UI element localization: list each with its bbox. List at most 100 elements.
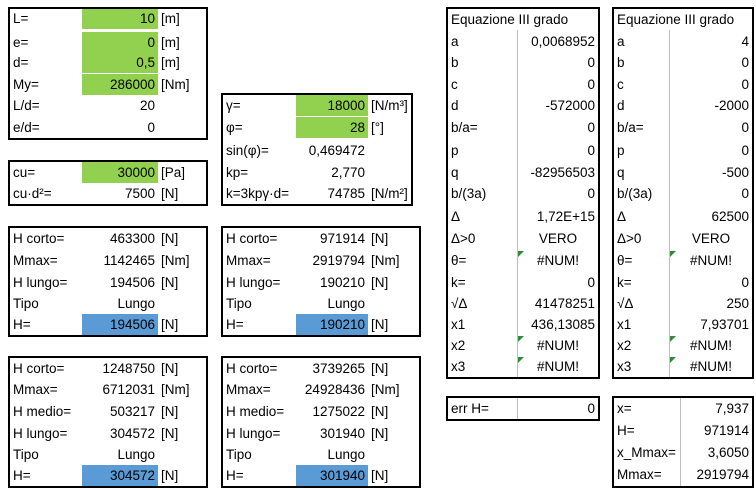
eq1-value-sqrt-delta[interactable]: 41478251 <box>534 296 595 311</box>
cell-label-gamma[interactable]: γ= <box>226 98 241 113</box>
cell-unit-Hmedio[interactable]: [N] <box>371 404 389 419</box>
cell-label-kp[interactable]: kp= <box>226 165 249 180</box>
err-value[interactable]: 0 <box>587 401 595 416</box>
cell-unit-H[interactable]: [N] <box>371 317 389 332</box>
eq1-label-delta[interactable]: Δ <box>451 209 461 224</box>
eq1-label-q[interactable]: q <box>451 165 459 180</box>
eq1-label-theta[interactable]: θ= <box>451 253 467 268</box>
cell-value-Mmax[interactable]: 2919794 <box>312 253 365 268</box>
cell-value-H[interactable]: 194506 <box>82 314 158 335</box>
cell-value-e[interactable]: 0 <box>82 32 158 53</box>
eq2-value-x3[interactable]: #NUM! <box>689 359 732 374</box>
cell-unit-d[interactable]: [m] <box>161 55 180 70</box>
eq2-label-sqrt-delta[interactable]: √Δ <box>617 296 634 311</box>
cell-label-Mmax[interactable]: Mmax= <box>13 253 58 268</box>
cell-label-L[interactable]: L= <box>13 11 29 26</box>
cell-label-Tipo[interactable]: Tipo <box>13 447 39 462</box>
cell-value-My[interactable]: 286000 <box>82 74 158 95</box>
cell-unit-Mmax[interactable]: [Nm] <box>161 253 190 268</box>
cell-unit-Hlungo[interactable]: [N] <box>161 275 179 290</box>
cell-label-Hlungo[interactable]: H lungo= <box>226 275 281 290</box>
cell-label-cud2[interactable]: cu·d²= <box>13 186 52 201</box>
cell-value-Tipo[interactable]: Lungo <box>327 447 365 462</box>
eq2-value-delta-pos[interactable]: VERO <box>691 231 731 246</box>
eq1-value-q[interactable]: -82956503 <box>530 165 595 180</box>
cell-label-d[interactable]: d= <box>13 55 29 70</box>
eq2-label-x3[interactable]: x3 <box>617 359 632 374</box>
cell-value-Hmedio[interactable]: 503217 <box>109 404 155 419</box>
cell-value-Hlungo[interactable]: 301940 <box>319 426 365 441</box>
cell-label-Mmax[interactable]: Mmax= <box>226 382 271 397</box>
cell-value-phi[interactable]: 28 <box>296 117 368 138</box>
cell-unit-Hlungo[interactable]: [N] <box>161 426 179 441</box>
cell-value-sinphi[interactable]: 0,469472 <box>308 143 365 158</box>
eq2-value-sqrt-delta[interactable]: 250 <box>726 296 749 311</box>
eq2-label-b3a[interactable]: b/(3a) <box>617 186 653 201</box>
eq2-label-delta-pos[interactable]: Δ>0 <box>617 231 642 246</box>
cell-value-cud2[interactable]: 7500 <box>124 186 155 201</box>
eq2-label-x1[interactable]: x1 <box>617 317 632 332</box>
eq1-value-x1[interactable]: 436,13085 <box>531 317 595 332</box>
eq1-label-k[interactable]: k= <box>451 275 466 290</box>
eq2-label-delta[interactable]: Δ <box>617 209 627 224</box>
cell-value-Tipo[interactable]: Lungo <box>117 296 155 311</box>
cell-unit-L[interactable]: [m] <box>161 11 180 26</box>
cell-label-Hlungo[interactable]: H lungo= <box>13 275 68 290</box>
eq1-value-p[interactable]: 0 <box>587 143 595 158</box>
eq2-value-ba[interactable]: 0 <box>741 120 749 135</box>
cell-unit-Mmax[interactable]: [Nm] <box>371 382 400 397</box>
eq2-value-d[interactable]: -2000 <box>714 98 749 113</box>
cell-value-k[interactable]: 74785 <box>327 186 365 201</box>
eq1-title[interactable]: Equazione III grado <box>451 12 569 27</box>
eq2-label-a[interactable]: a <box>617 34 625 49</box>
eq1-label-c[interactable]: c <box>451 77 458 92</box>
eq1-value-theta[interactable]: #NUM! <box>536 253 579 268</box>
cell-unit-Hcorto[interactable]: [N] <box>371 361 389 376</box>
eq1-label-ba[interactable]: b/a= <box>451 120 478 135</box>
cell-label-H[interactable]: H= <box>13 468 31 483</box>
eq2-value-theta[interactable]: #NUM! <box>689 253 732 268</box>
eq2-label-p[interactable]: p <box>617 143 625 158</box>
eq1-label-d[interactable]: d <box>451 98 459 113</box>
eq1-label-p[interactable]: p <box>451 143 459 158</box>
cell-label-H[interactable]: H= <box>226 468 244 483</box>
eq2-value-p[interactable]: 0 <box>741 143 749 158</box>
cell-label-phi[interactable]: φ= <box>226 120 243 135</box>
cell-value-H[interactable]: 301940 <box>296 465 368 486</box>
cell-value-d[interactable]: 0,5 <box>82 52 158 73</box>
result-value-Mmax[interactable]: 2919794 <box>696 467 749 482</box>
eq1-label-a[interactable]: a <box>451 34 459 49</box>
eq1-value-delta[interactable]: 1,72E+15 <box>536 209 595 224</box>
eq1-value-c[interactable]: 0 <box>587 77 595 92</box>
cell-unit-Hcorto[interactable]: [N] <box>371 231 389 246</box>
eq1-value-b[interactable]: 0 <box>587 55 595 70</box>
cell-label-Tipo[interactable]: Tipo <box>13 296 39 311</box>
cell-value-Hlungo[interactable]: 190210 <box>319 275 365 290</box>
eq2-label-ba[interactable]: b/a= <box>617 120 644 135</box>
cell-label-Hlungo[interactable]: H lungo= <box>13 426 68 441</box>
cell-unit-cu[interactable]: [Pa] <box>161 165 186 180</box>
cell-unit-cud2[interactable]: [N] <box>161 186 179 201</box>
cell-unit-Hlungo[interactable]: [N] <box>371 275 389 290</box>
eq1-label-x1[interactable]: x1 <box>451 317 466 332</box>
eq2-label-k[interactable]: k= <box>617 275 632 290</box>
eq2-label-q[interactable]: q <box>617 165 625 180</box>
cell-unit-Hcorto[interactable]: [N] <box>161 361 179 376</box>
eq2-value-b[interactable]: 0 <box>741 55 749 70</box>
eq2-value-q[interactable]: -500 <box>721 165 749 180</box>
cell-value-Hcorto[interactable]: 463300 <box>109 231 155 246</box>
eq1-value-b3a[interactable]: 0 <box>587 186 595 201</box>
cell-label-Hcorto[interactable]: H corto= <box>226 231 278 246</box>
cell-unit-k[interactable]: [N/m²] <box>371 186 408 201</box>
cell-value-Hlungo[interactable]: 194506 <box>109 275 155 290</box>
result-label-H[interactable]: H= <box>617 423 635 438</box>
cell-unit-ed[interactable] <box>158 117 206 138</box>
cell-value-cu[interactable]: 30000 <box>82 162 158 183</box>
eq2-label-b[interactable]: b <box>617 55 625 70</box>
cell-value-Hcorto[interactable]: 971914 <box>319 231 365 246</box>
result-value-x[interactable]: 7,937 <box>715 401 749 416</box>
cell-label-Hlungo[interactable]: H lungo= <box>226 426 281 441</box>
cell-unit-Hcorto[interactable]: [N] <box>161 231 179 246</box>
eq2-title[interactable]: Equazione III grado <box>617 12 735 27</box>
cell-label-Mmax[interactable]: Mmax= <box>13 382 58 397</box>
